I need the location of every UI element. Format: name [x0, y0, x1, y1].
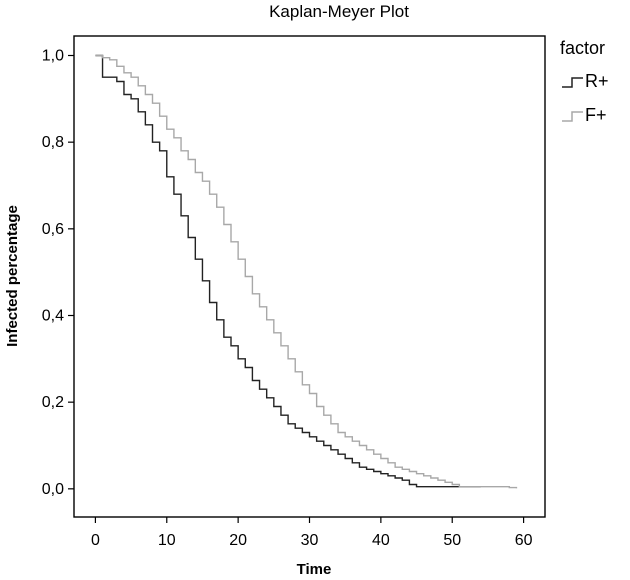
plot-frame: [73, 35, 546, 518]
x-tick-label: 0: [91, 532, 100, 549]
series-layer: [95, 54, 518, 489]
x-axis-label: Time: [297, 561, 332, 578]
plot-area: [73, 35, 546, 518]
x-tick-label: 50: [443, 532, 461, 549]
y-tick-label: 0,4: [42, 308, 64, 325]
y-tick-label: 0,0: [42, 481, 64, 498]
legend-label: F+: [585, 105, 607, 125]
chart-title: Kaplan-Meyer Plot: [269, 2, 409, 21]
y-tick-label: 0,2: [42, 394, 64, 411]
y-axis-ticks: 0,0 0,2 0,4 0,6 0,8 1,0: [42, 48, 74, 498]
x-tick-label: 60: [515, 532, 533, 549]
x-tick-label: 40: [372, 532, 390, 549]
legend-title: factor: [560, 38, 605, 58]
legend-step-icon: [562, 77, 583, 88]
x-tick-label: 20: [229, 532, 247, 549]
legend-label: R+: [585, 71, 609, 91]
legend-step-icon: [562, 111, 583, 122]
series-line-r-: [95, 54, 481, 488]
x-tick-label: 10: [158, 532, 176, 549]
x-tick-label: 30: [301, 532, 319, 549]
y-tick-label: 0,8: [42, 134, 64, 151]
legend-items: R+ F+: [562, 71, 609, 125]
legend: factor R+ F+: [560, 38, 609, 125]
x-axis-ticks: 0 10 20 30 40 50 60: [91, 517, 533, 549]
y-tick-label: 1,0: [42, 48, 64, 65]
y-tick-label: 0,6: [42, 221, 64, 238]
y-axis-label: Infected percentage: [4, 205, 21, 347]
series-line-f-: [95, 54, 518, 489]
